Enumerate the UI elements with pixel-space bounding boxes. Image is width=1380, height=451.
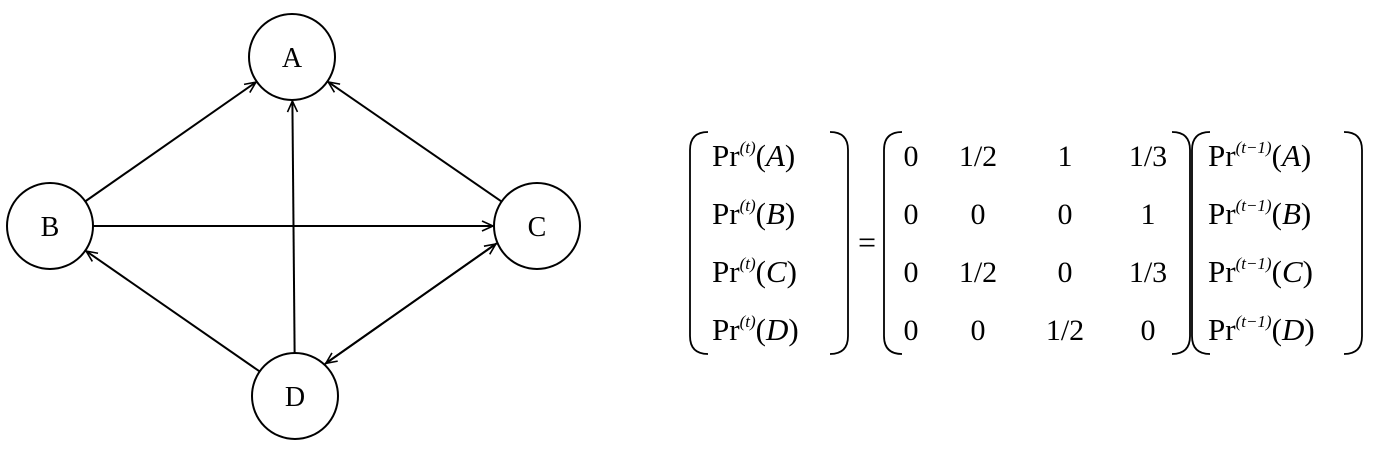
lhs-entry-c: Pr(t)(C) — [712, 254, 797, 289]
node-c: C — [493, 182, 581, 270]
lhs-right-paren — [829, 131, 849, 355]
matrix-cell-r3-c2: 1/2 — [959, 256, 997, 289]
node-c-label: C — [528, 212, 547, 243]
matrix-cell-r1-c4: 1/3 — [1129, 140, 1167, 173]
matrix-cell-r1-c1: 0 — [904, 140, 919, 173]
lhs-vector: Pr(t)(A) Pr(t)(B) Pr(t)(C) Pr(t)(D) — [689, 131, 849, 355]
matrix-cell-r1-c2: 1/2 — [959, 140, 997, 173]
matrix-cell-r2-c3: 0 — [1058, 198, 1073, 231]
matrix-cell-r3-c1: 0 — [904, 256, 919, 289]
rhs-entry-a: Pr(t−1)(A) — [1208, 138, 1311, 173]
matrix-cell-r4-c2: 0 — [971, 314, 986, 347]
lhs-entry-d: Pr(t)(D) — [712, 312, 799, 347]
rhs-right-paren — [1343, 131, 1363, 355]
edge-b-to-a — [84, 81, 258, 203]
rhs-entry-b: Pr(t−1)(B) — [1208, 196, 1311, 231]
lhs-left-paren — [689, 131, 709, 355]
rhs-vector: Pr(t−1)(A) Pr(t−1)(B) Pr(t−1)(C) Pr(t−1)(D) — [1191, 131, 1363, 355]
edge-d-to-b — [84, 249, 261, 373]
rhs-left-paren — [1191, 131, 1211, 355]
node-a-label: A — [282, 43, 303, 74]
matrix-right-paren — [1171, 131, 1191, 355]
matrix-cell-r2-c2: 0 — [971, 198, 986, 231]
matrix-left-paren — [883, 131, 903, 355]
matrix-cell-r3-c4: 1/3 — [1129, 256, 1167, 289]
equals-sign: = — [858, 224, 876, 260]
node-d-label: D — [285, 382, 305, 413]
rhs-entry-c: Pr(t−1)(C) — [1208, 254, 1313, 289]
graph-edges — [84, 80, 503, 373]
edge-c-to-a — [326, 80, 503, 203]
transition-equation: Pr(t)(A) Pr(t)(B) Pr(t)(C) Pr(t)(D) = 0 1/2 1… — [689, 131, 1363, 355]
matrix-cell-r4-c1: 0 — [904, 314, 919, 347]
matrix-cell-r4-c4: 0 — [1141, 314, 1156, 347]
node-a: A — [248, 13, 336, 101]
node-b-label: B — [41, 212, 60, 243]
lhs-entry-a: Pr(t)(A) — [712, 138, 795, 173]
transition-matrix: 0 1/2 1 1/3 0 0 0 1 0 1/2 0 1/3 0 0 1/2 0 — [883, 131, 1191, 355]
rhs-entry-d: Pr(t−1)(D) — [1208, 312, 1315, 347]
edge-c-to-d — [324, 242, 498, 365]
node-b: B — [6, 182, 94, 270]
matrix-cell-r4-c3: 1/2 — [1046, 314, 1084, 347]
matrix-cell-r2-c1: 0 — [904, 198, 919, 231]
lhs-entry-b: Pr(t)(B) — [712, 196, 795, 231]
node-d: D — [251, 352, 339, 440]
graph-nodes: A B C D — [6, 13, 581, 440]
matrix-cell-r3-c3: 0 — [1058, 256, 1073, 289]
matrix-cell-r2-c4: 1 — [1141, 198, 1156, 231]
directed-graph: A B C D — [6, 13, 581, 440]
matrix-cell-r1-c3: 1 — [1058, 140, 1073, 173]
